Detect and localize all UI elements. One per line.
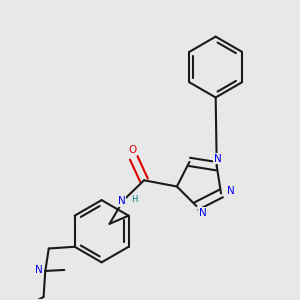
Text: N: N	[214, 154, 221, 164]
Text: N: N	[34, 265, 42, 275]
Text: N: N	[199, 208, 206, 218]
Text: H: H	[131, 196, 138, 205]
Text: O: O	[128, 145, 136, 155]
Text: N: N	[227, 186, 235, 196]
Text: N: N	[118, 196, 125, 206]
